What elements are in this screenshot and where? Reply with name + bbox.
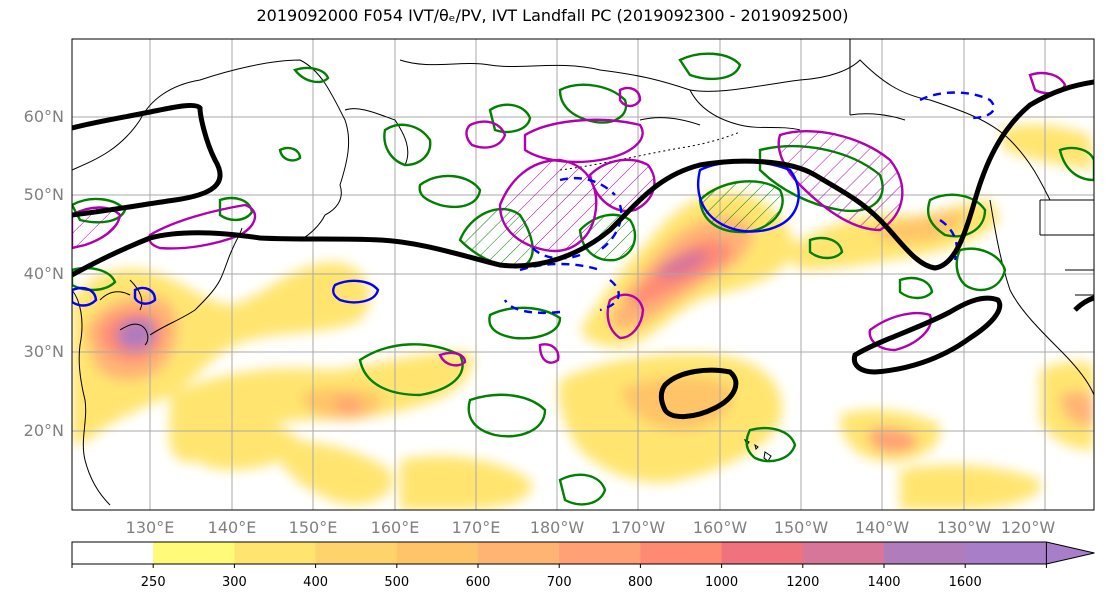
green-contours — [72, 52, 1094, 506]
colorbar-segment — [884, 542, 966, 564]
lon-label-140w: 140°W — [854, 518, 910, 537]
lat-label-30n: 30°N — [23, 342, 64, 361]
theta-e-contours — [72, 79, 1094, 419]
colorbar-tick-label: 600 — [465, 575, 491, 590]
map-title: 2019092000 F054 IVT/θₑ/PV, IVT Landfall … — [256, 6, 849, 25]
lon-label-160w: 160°W — [692, 518, 748, 537]
colorbar — [71, 541, 1095, 568]
lon-label-170w: 170°W — [610, 518, 666, 537]
colorbar-tick-label: 1400 — [867, 575, 901, 590]
pv-contours — [72, 71, 1067, 367]
colorbar-tick-label: 250 — [140, 575, 166, 590]
lat-label-50n: 50°N — [23, 185, 64, 204]
colorbar-tick-label: 400 — [303, 575, 329, 590]
colorbar-segment — [396, 542, 479, 564]
lon-label-150w: 150°W — [773, 518, 829, 537]
colorbar-extend-arrow — [1045, 541, 1095, 565]
colorbar-segment — [965, 542, 1047, 564]
graticule — [72, 39, 1094, 510]
lat-label-20n: 20°N — [23, 421, 64, 440]
colorbar-segment — [234, 542, 317, 564]
colorbar-segment — [72, 542, 154, 564]
colorbar-segment — [315, 542, 398, 564]
colorbar-tick-label: 1600 — [948, 575, 982, 590]
lon-label-150e: 150°E — [288, 518, 338, 537]
lon-label-120w: 120°W — [1000, 518, 1056, 537]
colorbar-tick-label: 500 — [384, 575, 410, 590]
colorbar-segment — [721, 542, 804, 564]
colorbar-segment — [559, 542, 641, 564]
colorbar-segment — [802, 542, 885, 564]
lon-label-180w: 180°W — [529, 518, 585, 537]
colorbar-tick-label: 1200 — [786, 575, 820, 590]
lon-label-160e: 160°E — [370, 518, 420, 537]
map-frame — [71, 38, 1095, 511]
colorbar-tick-label: 700 — [546, 575, 572, 590]
lat-label-40n: 40°N — [23, 264, 64, 283]
colorbar-segment — [478, 542, 560, 564]
lat-label-60n: 60°N — [23, 107, 64, 126]
lon-label-170e: 170°E — [451, 518, 501, 537]
lon-label-130e: 130°E — [125, 518, 175, 537]
lon-label-140e: 140°E — [207, 518, 257, 537]
coastlines — [72, 39, 1094, 506]
colorbar-tick-label: 1000 — [705, 575, 739, 590]
lon-label-130w: 130°W — [936, 518, 992, 537]
colorbar-segment — [640, 542, 723, 564]
colorbar-tick-label: 300 — [221, 575, 247, 590]
colorbar-segment — [153, 542, 235, 564]
colorbar-tick-label: 800 — [627, 575, 653, 590]
